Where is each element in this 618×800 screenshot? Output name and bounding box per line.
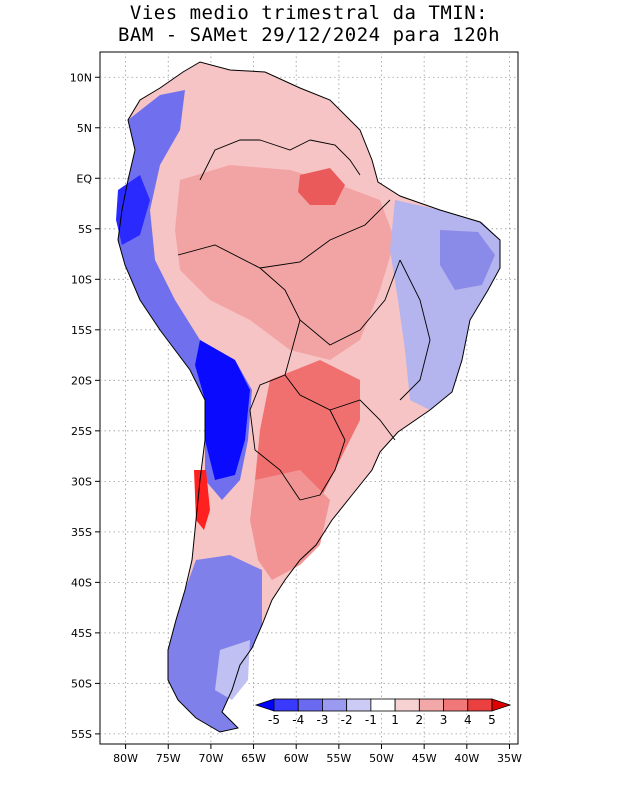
colorbar-swatch — [346, 698, 372, 712]
lat-tick-label: 10N — [70, 71, 92, 84]
colorbar-label: -2 — [341, 713, 353, 727]
colorbar-high-arrow — [491, 698, 512, 712]
colorbar-label: 3 — [440, 713, 448, 727]
colorbar-swatch — [418, 698, 444, 712]
lon-tick-label: 80W — [113, 752, 138, 765]
lat-tick-label: 20S — [71, 374, 92, 387]
lat-tick-label: 30S — [71, 475, 92, 488]
colorbar-swatch — [370, 698, 396, 712]
lon-tick-label: 35W — [497, 752, 522, 765]
lat-tick-label: 50S — [71, 677, 92, 690]
colorbar-label: 2 — [416, 713, 424, 727]
lon-tick-label: 70W — [198, 752, 223, 765]
colorbar-swatch — [394, 698, 420, 712]
region-patagonia-light — [215, 640, 250, 700]
lat-tick-label: 10S — [71, 273, 92, 286]
lat-tick-label: 40S — [71, 576, 92, 589]
lon-tick-label: 40W — [454, 752, 479, 765]
colorbar-label: 4 — [464, 713, 472, 727]
lat-tick-label: 15S — [71, 324, 92, 337]
colorbar-swatch — [297, 698, 323, 712]
colorbar-swatch — [322, 698, 348, 712]
lat-tick-label: EQ — [76, 172, 92, 185]
lat-tick-label: 55S — [71, 728, 92, 741]
colorbar-swatch — [443, 698, 469, 712]
colorbar-swatch — [273, 698, 299, 712]
lat-tick-labels: 10N 5N EQ 5S 10S 15S 20S 25S 30S 35S 40S 45S 50S 55S — [70, 71, 100, 741]
coastline — [117, 61, 501, 733]
lon-tick-label: 65W — [241, 752, 266, 765]
region-andes-cold-strong — [195, 340, 250, 480]
lat-tick-label: 5S — [78, 223, 92, 236]
lat-tick-label: 5N — [77, 122, 92, 135]
colorbar-label: -4 — [292, 713, 304, 727]
country-borders — [177, 139, 431, 501]
chart-title-line2: BAM - SAMet 29/12/2024 para 120h — [117, 24, 501, 46]
region-northeast-cold-strong — [440, 230, 495, 290]
colorbar-label: -5 — [268, 713, 280, 727]
lat-tick-label: 35S — [71, 526, 92, 539]
lon-tick-label: 60W — [284, 752, 309, 765]
colorbar-label: -1 — [365, 713, 377, 727]
lon-tick-label: 45W — [412, 752, 437, 765]
lon-tick-label: 75W — [156, 752, 181, 765]
colorbar: -5 -4 -3 -2 -1 1 2 3 4 5 — [254, 698, 512, 727]
region-patagonia-cold — [168, 555, 262, 732]
colorbar-label: 1 — [391, 713, 399, 727]
colorbar-swatch — [467, 698, 493, 712]
region-chile-warm — [194, 470, 210, 530]
colorbar-label: -3 — [316, 713, 328, 727]
region-amazon-warm — [175, 165, 395, 360]
lon-tick-label: 50W — [369, 752, 394, 765]
lat-tick-label: 25S — [71, 425, 92, 438]
region-ecuador-cold — [116, 175, 150, 245]
lon-tick-label: 55W — [326, 752, 351, 765]
chart-title-line1: Vies medio trimestral da TMIN: — [129, 2, 489, 24]
region-north-core — [298, 168, 345, 205]
colorbar-label: 5 — [488, 713, 496, 727]
lon-tick-labels: 80W 75W 70W 65W 60W 55W 50W 45W 40W 35W — [113, 744, 522, 765]
lat-tick-label: 45S — [71, 627, 92, 640]
